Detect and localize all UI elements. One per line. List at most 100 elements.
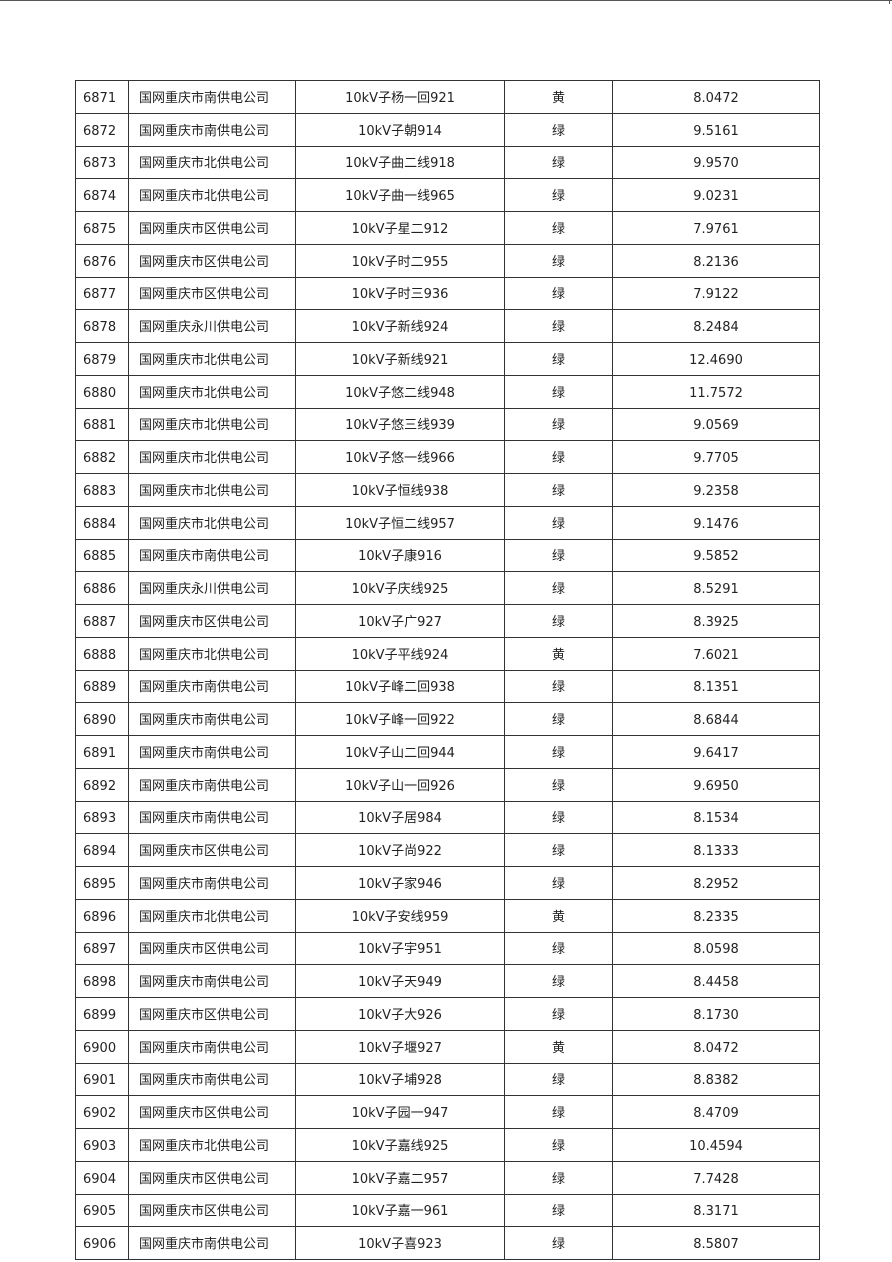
table-row: 6881 国网重庆市北供电公司 10kV子悠三线939 绿 9.0569 [75, 407, 820, 442]
cell-line-name: 10kV子家946 [295, 866, 505, 900]
cell-line-name: 10kV子广927 [295, 604, 505, 638]
cell-value: 9.6417 [612, 735, 820, 769]
table-row: 6896 国网重庆市北供电公司 10kV子安线959 黄 8.2335 [75, 898, 820, 933]
cell-company: 国网重庆市北供电公司 [128, 440, 296, 474]
cell-value: 9.5161 [612, 112, 820, 147]
cell-serial-number: 6886 [75, 571, 129, 605]
cell-line-name: 10kV子星二912 [295, 211, 505, 245]
table-row: 6880 国网重庆市北供电公司 10kV子悠二线948 绿 11.7572 [75, 374, 820, 409]
cell-status: 绿 [504, 833, 613, 867]
cell-line-name: 10kV子庆线925 [295, 571, 505, 605]
cell-value: 8.1351 [612, 669, 820, 704]
cell-line-name: 10kV子埔928 [295, 1062, 505, 1097]
cell-line-name: 10kV子平线924 [295, 636, 505, 671]
cell-line-name: 10kV子堰927 [295, 1029, 505, 1064]
cell-company: 国网重庆市南供电公司 [128, 735, 296, 769]
table-row: 6891 国网重庆市南供电公司 10kV子山二回944 绿 9.6417 [75, 735, 820, 769]
cell-value: 8.4709 [612, 1095, 820, 1129]
cell-status: 绿 [504, 112, 613, 147]
cell-company: 国网重庆市北供电公司 [128, 374, 296, 409]
cell-serial-number: 6905 [75, 1193, 129, 1228]
cell-line-name: 10kV子新线924 [295, 309, 505, 343]
cell-line-name: 10kV子嘉线925 [295, 1128, 505, 1162]
cell-status: 绿 [504, 145, 613, 180]
cell-value: 7.7428 [612, 1160, 820, 1195]
cell-company: 国网重庆永川供电公司 [128, 571, 296, 605]
table-row: 6893 国网重庆市南供电公司 10kV子居984 绿 8.1534 [75, 800, 820, 835]
cell-serial-number: 6894 [75, 833, 129, 867]
cell-serial-number: 6878 [75, 309, 129, 343]
cell-line-name: 10kV子悠三线939 [295, 407, 505, 442]
cell-status: 绿 [504, 276, 613, 311]
table-row: 6872 国网重庆市南供电公司 10kV子朝914 绿 9.5161 [75, 112, 820, 147]
cell-status: 绿 [504, 604, 613, 638]
cell-status: 绿 [504, 669, 613, 704]
cell-status: 绿 [504, 211, 613, 245]
cell-status: 绿 [504, 866, 613, 900]
cell-serial-number: 6892 [75, 767, 129, 802]
cell-company: 国网重庆市区供电公司 [128, 1160, 296, 1195]
table-row: 6899 国网重庆市区供电公司 10kV子大926 绿 8.1730 [75, 997, 820, 1031]
table-row: 6894 国网重庆市区供电公司 10kV子尚922 绿 8.1333 [75, 833, 820, 867]
cell-value: 9.0231 [612, 178, 820, 212]
cell-company: 国网重庆市南供电公司 [128, 1029, 296, 1064]
cell-company: 国网重庆市区供电公司 [128, 276, 296, 311]
cell-serial-number: 6889 [75, 669, 129, 704]
table-row: 6889 国网重庆市南供电公司 10kV子峰二回938 绿 8.1351 [75, 669, 820, 704]
cell-serial-number: 6895 [75, 866, 129, 900]
cell-value: 8.1333 [612, 833, 820, 867]
cell-line-name: 10kV子天949 [295, 964, 505, 998]
cell-status: 绿 [504, 440, 613, 474]
cell-status: 绿 [504, 505, 613, 540]
cell-serial-number: 6901 [75, 1062, 129, 1097]
cell-value: 7.9761 [612, 211, 820, 245]
cell-line-name: 10kV子时三936 [295, 276, 505, 311]
cell-serial-number: 6883 [75, 473, 129, 507]
cell-line-name: 10kV子悠二线948 [295, 374, 505, 409]
cell-line-name: 10kV子居984 [295, 800, 505, 835]
cell-status: 绿 [504, 1095, 613, 1129]
cell-value: 8.6844 [612, 702, 820, 736]
table-row: 6906 国网重庆市南供电公司 10kV子喜923 绿 8.5807 [75, 1226, 820, 1260]
cell-company: 国网重庆市南供电公司 [128, 964, 296, 998]
cell-line-name: 10kV子朝914 [295, 112, 505, 147]
cell-line-name: 10kV子康916 [295, 538, 505, 573]
cell-company: 国网重庆市北供电公司 [128, 145, 296, 180]
page-right-border [889, 0, 890, 4]
cell-status: 绿 [504, 309, 613, 343]
cell-value: 7.9122 [612, 276, 820, 311]
cell-status: 绿 [504, 342, 613, 376]
table-row: 6871 国网重庆市南供电公司 10kV子杨一回921 黄 8.0472 [75, 80, 820, 114]
table-row: 6873 国网重庆市北供电公司 10kV子曲二线918 绿 9.9570 [75, 145, 820, 180]
cell-status: 绿 [504, 1160, 613, 1195]
cell-company: 国网重庆市北供电公司 [128, 898, 296, 933]
cell-serial-number: 6896 [75, 898, 129, 933]
cell-company: 国网重庆永川供电公司 [128, 309, 296, 343]
cell-status: 绿 [504, 1128, 613, 1162]
cell-line-name: 10kV子园一947 [295, 1095, 505, 1129]
cell-company: 国网重庆市区供电公司 [128, 997, 296, 1031]
cell-company: 国网重庆市区供电公司 [128, 211, 296, 245]
cell-line-name: 10kV子大926 [295, 997, 505, 1031]
cell-company: 国网重庆市南供电公司 [128, 112, 296, 147]
cell-value: 8.8382 [612, 1062, 820, 1097]
cell-value: 9.1476 [612, 505, 820, 540]
cell-company: 国网重庆市区供电公司 [128, 1095, 296, 1129]
table-row: 6885 国网重庆市南供电公司 10kV子康916 绿 9.5852 [75, 538, 820, 573]
cell-serial-number: 6876 [75, 243, 129, 278]
cell-line-name: 10kV子嘉二957 [295, 1160, 505, 1195]
cell-company: 国网重庆市北供电公司 [128, 178, 296, 212]
cell-company: 国网重庆市南供电公司 [128, 80, 296, 114]
cell-company: 国网重庆市南供电公司 [128, 702, 296, 736]
cell-company: 国网重庆市南供电公司 [128, 669, 296, 704]
cell-status: 黄 [504, 898, 613, 933]
cell-value: 8.2335 [612, 898, 820, 933]
cell-line-name: 10kV子悠一线966 [295, 440, 505, 474]
cell-company: 国网重庆市北供电公司 [128, 505, 296, 540]
cell-value: 8.0598 [612, 931, 820, 966]
table-row: 6900 国网重庆市南供电公司 10kV子堰927 黄 8.0472 [75, 1029, 820, 1064]
cell-line-name: 10kV子嘉一961 [295, 1193, 505, 1228]
cell-status: 绿 [504, 964, 613, 998]
cell-serial-number: 6880 [75, 374, 129, 409]
cell-company: 国网重庆市北供电公司 [128, 407, 296, 442]
